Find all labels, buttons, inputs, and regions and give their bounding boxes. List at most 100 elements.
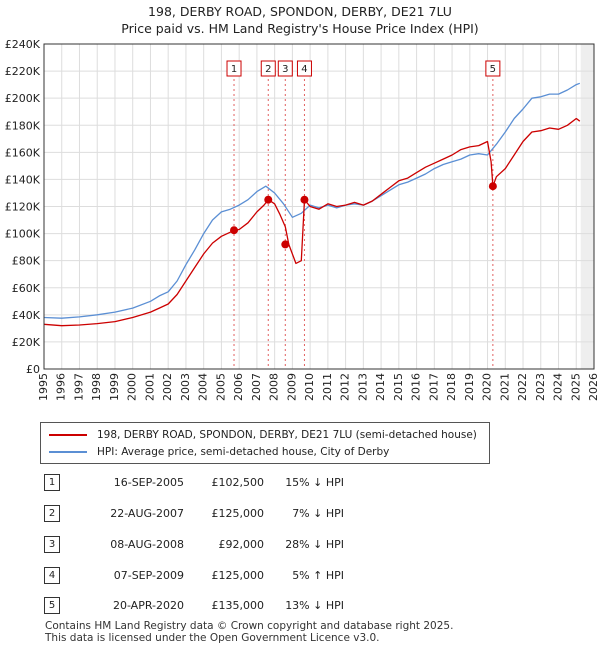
x-tick-label: 2005 [214,373,227,401]
y-tick-label: £240K [5,38,41,51]
sale-marker-label: 4 [301,64,307,75]
x-tick-label: 2015 [392,373,405,401]
x-tick-label: 2014 [374,373,387,401]
x-tick-label: 2018 [445,373,458,401]
x-tick-label: 2022 [516,373,529,401]
legend-item-hpi: HPI: Average price, semi-detached house,… [49,444,389,460]
transaction-hpi: 7% ↓ HPI [292,507,344,520]
y-tick-label: £200K [5,92,41,105]
legend-item-property: 198, DERBY ROAD, SPONDON, DERBY, DE21 7L… [49,427,477,443]
legend-swatch-property [49,434,87,436]
x-tick-label: 2021 [498,373,511,401]
x-tick-label: 2007 [250,373,263,401]
legend: 198, DERBY ROAD, SPONDON, DERBY, DE21 7L… [40,422,490,464]
transaction-hpi: 15% ↓ HPI [285,476,344,489]
x-tick-label: 2025 [569,373,582,401]
transaction-row: 2 22-AUG-2007 £125,000 7% ↓ HPI [44,505,444,523]
legend-label-hpi: HPI: Average price, semi-detached house,… [97,446,390,458]
transaction-number: 3 [44,536,60,553]
y-tick-label: £80K [12,255,41,268]
x-tick-label: 2011 [321,373,334,401]
transaction-date: 08-AUG-2008 [110,538,184,551]
transaction-date: 22-AUG-2007 [110,507,184,520]
x-tick-label: 2006 [232,373,245,401]
plot-frame [43,43,595,370]
y-tick-label: £0 [26,363,40,376]
sale-marker-box [277,60,293,77]
legend-swatch-hpi [49,451,87,453]
chart-title-line2: Price paid vs. HM Land Registry's House … [121,21,479,36]
x-tick-label: 2001 [143,373,156,401]
sale-point [264,195,273,204]
sale-marker-box [260,60,276,77]
y-tick-label: £140K [5,173,41,186]
x-tick-label: 1999 [108,373,121,401]
chart-title-line1: 198, DERBY ROAD, SPONDON, DERBY, DE21 7L… [148,4,452,19]
transaction-row: 3 08-AUG-2008 £92,000 28% ↓ HPI [44,536,444,554]
x-tick-label: 2023 [534,373,547,401]
transaction-date: 20-APR-2020 [112,599,184,612]
x-tick-label: 1997 [72,373,85,401]
sale-marker-label: 1 [231,64,237,75]
sale-marker-box [485,60,501,77]
property-price-line [43,117,581,327]
x-tick-label: 2016 [410,373,423,401]
sale-marker-box [226,60,242,77]
x-tick-label: 2002 [161,373,174,401]
sale-marker-label: 5 [490,64,496,75]
transaction-number: 4 [44,567,60,584]
sale-point [230,226,239,235]
x-tick-label: 2003 [179,373,192,401]
y-tick-label: £160K [5,146,41,159]
transaction-number: 2 [44,505,60,522]
footer-licence: This data is licensed under the Open Gov… [45,632,380,644]
x-tick-label: 2024 [552,373,565,401]
transaction-price: £135,000 [211,599,265,612]
transaction-price: £125,000 [211,569,265,582]
x-tick-label: 2000 [126,373,139,401]
x-tick-label: 1998 [90,373,103,401]
sale-point [281,240,290,249]
hpi-line [43,82,581,319]
y-tick-label: £40K [12,309,41,322]
x-tick-label: 2012 [339,373,352,401]
x-tick-label: 2019 [463,373,476,401]
x-tick-label: 2026 [587,373,600,401]
x-tick-label: 2004 [197,373,210,401]
y-tick-label: £20K [12,336,41,349]
x-tick-label: 2010 [303,373,316,401]
transaction-price: £125,000 [211,507,265,520]
x-tick-label: 2017 [427,373,440,401]
transaction-row: 5 20-APR-2020 £135,000 13% ↓ HPI [44,597,444,615]
y-tick-label: £120K [5,201,41,214]
transaction-date: 16-SEP-2005 [113,476,184,489]
legend-label-property: 198, DERBY ROAD, SPONDON, DERBY, DE21 7L… [97,429,477,441]
y-tick-label: £100K [5,228,41,241]
x-tick-label: 2009 [285,373,298,401]
sale-marker-label: 3 [282,64,288,75]
price-chart: £0 £20K £40K £60K £80K £100K £120K £140K £160K £1… [5,38,600,401]
transaction-number: 5 [44,597,60,614]
x-tick-label: 1995 [37,373,50,401]
x-tick-label: 2008 [268,373,281,401]
footer-copyright: Contains HM Land Registry data © Crown c… [45,620,454,632]
transaction-number: 1 [44,474,60,491]
transaction-price: £92,000 [218,538,265,551]
transaction-hpi: 5% ↑ HPI [292,569,344,582]
y-tick-label: £60K [12,282,41,295]
y-tick-label: £220K [5,65,41,78]
sale-marker-box [296,60,312,77]
transaction-row: 4 07-SEP-2009 £125,000 5% ↑ HPI [44,567,444,585]
x-tick-label: 1996 [55,373,68,401]
transaction-row: 1 16-SEP-2005 £102,500 15% ↓ HPI [44,474,444,492]
transaction-date: 07-SEP-2009 [113,569,184,582]
y-tick-label: £180K [5,119,41,132]
x-tick-label: 2020 [481,373,494,401]
x-tick-label: 2013 [356,373,369,401]
transaction-hpi: 13% ↓ HPI [285,599,344,612]
sale-marker-label: 2 [265,64,271,75]
transaction-price: £102,500 [211,476,265,489]
sale-point [300,195,309,204]
sale-point [488,182,497,191]
transaction-hpi: 28% ↓ HPI [285,538,344,551]
